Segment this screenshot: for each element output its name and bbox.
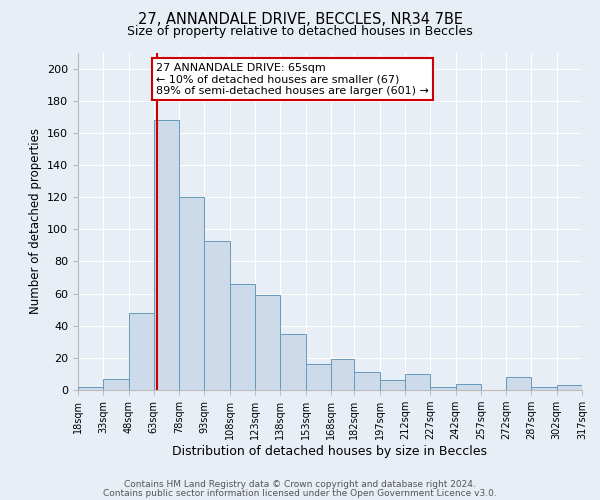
Bar [255, 295, 280, 390]
Bar [380, 380, 405, 390]
Bar [405, 374, 430, 390]
Bar [78, 387, 103, 390]
Bar [305, 364, 331, 390]
Bar [103, 379, 128, 390]
Text: Contains HM Land Registry data © Crown copyright and database right 2024.: Contains HM Land Registry data © Crown c… [124, 480, 476, 489]
Bar [331, 360, 355, 390]
Bar [154, 120, 179, 390]
Text: 27, ANNANDALE DRIVE, BECCLES, NR34 7BE: 27, ANNANDALE DRIVE, BECCLES, NR34 7BE [137, 12, 463, 28]
Bar [355, 372, 380, 390]
Bar [430, 387, 455, 390]
Y-axis label: Number of detached properties: Number of detached properties [29, 128, 41, 314]
Bar [557, 385, 582, 390]
Bar [506, 377, 532, 390]
Bar [179, 197, 205, 390]
Bar [128, 313, 154, 390]
Bar [230, 284, 255, 390]
X-axis label: Distribution of detached houses by size in Beccles: Distribution of detached houses by size … [173, 445, 487, 458]
Text: 27 ANNANDALE DRIVE: 65sqm
← 10% of detached houses are smaller (67)
89% of semi-: 27 ANNANDALE DRIVE: 65sqm ← 10% of detac… [156, 62, 429, 96]
Text: Contains public sector information licensed under the Open Government Licence v3: Contains public sector information licen… [103, 489, 497, 498]
Text: Size of property relative to detached houses in Beccles: Size of property relative to detached ho… [127, 25, 473, 38]
Bar [532, 387, 557, 390]
Bar [455, 384, 481, 390]
Bar [280, 334, 305, 390]
Bar [205, 240, 230, 390]
